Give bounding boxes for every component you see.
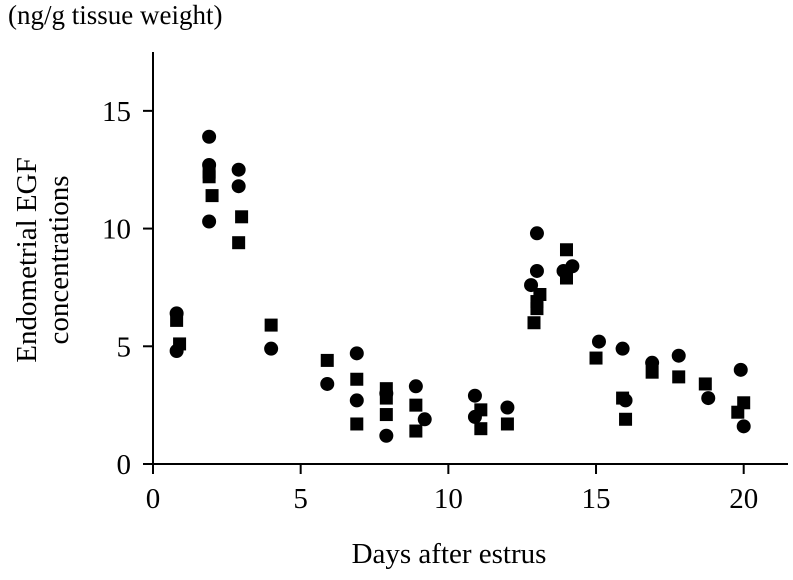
data-point-circle xyxy=(231,179,246,194)
data-point-circle xyxy=(202,129,217,144)
data-point-circle xyxy=(417,412,432,427)
data-point-square xyxy=(235,210,249,224)
data-point-square xyxy=(672,370,686,384)
data-point-circle xyxy=(615,341,630,356)
data-point-circle xyxy=(736,419,751,434)
y-tick-label: 0 xyxy=(117,449,132,481)
data-point-square xyxy=(645,365,659,379)
data-point-square xyxy=(264,318,278,332)
data-point-square xyxy=(350,417,364,431)
data-point-square xyxy=(737,396,751,410)
axis-ticks: 0 5 10 15 0 5 10 15 20 xyxy=(102,96,758,515)
data-point-square xyxy=(559,243,573,257)
data-point-square xyxy=(527,316,541,330)
data-point-circle xyxy=(264,341,279,356)
data-point-square xyxy=(409,398,423,412)
data-point-circle xyxy=(379,428,394,443)
data-point-circle xyxy=(671,348,686,363)
data-point-circle xyxy=(231,162,246,177)
data-point-square xyxy=(559,271,573,285)
data-point-square xyxy=(619,412,633,426)
data-point-square xyxy=(379,408,393,422)
x-tick-label: 20 xyxy=(729,483,758,515)
data-point-circle xyxy=(500,400,515,415)
data-point-square xyxy=(232,236,246,250)
x-tick-label: 10 xyxy=(434,483,463,515)
data-point-square xyxy=(500,417,514,431)
y-unit-label: (ng/g tissue weight) xyxy=(8,0,223,30)
data-point-square xyxy=(474,403,488,417)
x-tick-label: 5 xyxy=(293,483,308,515)
data-point-circle xyxy=(349,346,364,361)
data-point-square xyxy=(409,424,423,438)
data-point-square xyxy=(533,287,547,301)
data-point-circle xyxy=(202,214,217,229)
y-tick-label: 10 xyxy=(102,214,131,246)
x-tick-label: 0 xyxy=(146,483,161,515)
y-axis-title-line-2: concentrations xyxy=(43,175,75,344)
axes xyxy=(152,52,788,465)
data-point-square xyxy=(170,313,184,327)
data-point-circle xyxy=(320,376,335,391)
data-point-square xyxy=(379,391,393,405)
y-axis-title-line-1: Endometrial EGF xyxy=(11,157,43,362)
y-tick-label: 15 xyxy=(102,96,131,128)
x-tick-label: 15 xyxy=(582,483,611,515)
data-point-square xyxy=(698,377,712,391)
x-axis-title: Days after estrus xyxy=(352,538,547,570)
data-point-circle xyxy=(701,391,716,406)
data-point-circle xyxy=(733,362,748,377)
data-point-circle xyxy=(349,393,364,408)
data-point-square xyxy=(589,351,603,365)
data-point-circle xyxy=(467,388,482,403)
data-point-square xyxy=(320,353,334,367)
data-point-circle xyxy=(529,263,544,278)
data-point-square xyxy=(205,189,219,203)
data-point-square xyxy=(530,302,544,316)
data-point-circle xyxy=(591,334,606,349)
data-point-square xyxy=(616,391,630,405)
data-points xyxy=(169,129,751,443)
data-point-circle xyxy=(408,379,423,394)
y-tick-label: 5 xyxy=(117,331,132,363)
data-point-square xyxy=(474,422,488,436)
data-point-circle xyxy=(565,259,580,274)
data-point-square xyxy=(350,372,364,386)
data-point-square xyxy=(202,170,216,184)
data-point-square xyxy=(173,337,187,351)
data-point-circle xyxy=(529,226,544,241)
